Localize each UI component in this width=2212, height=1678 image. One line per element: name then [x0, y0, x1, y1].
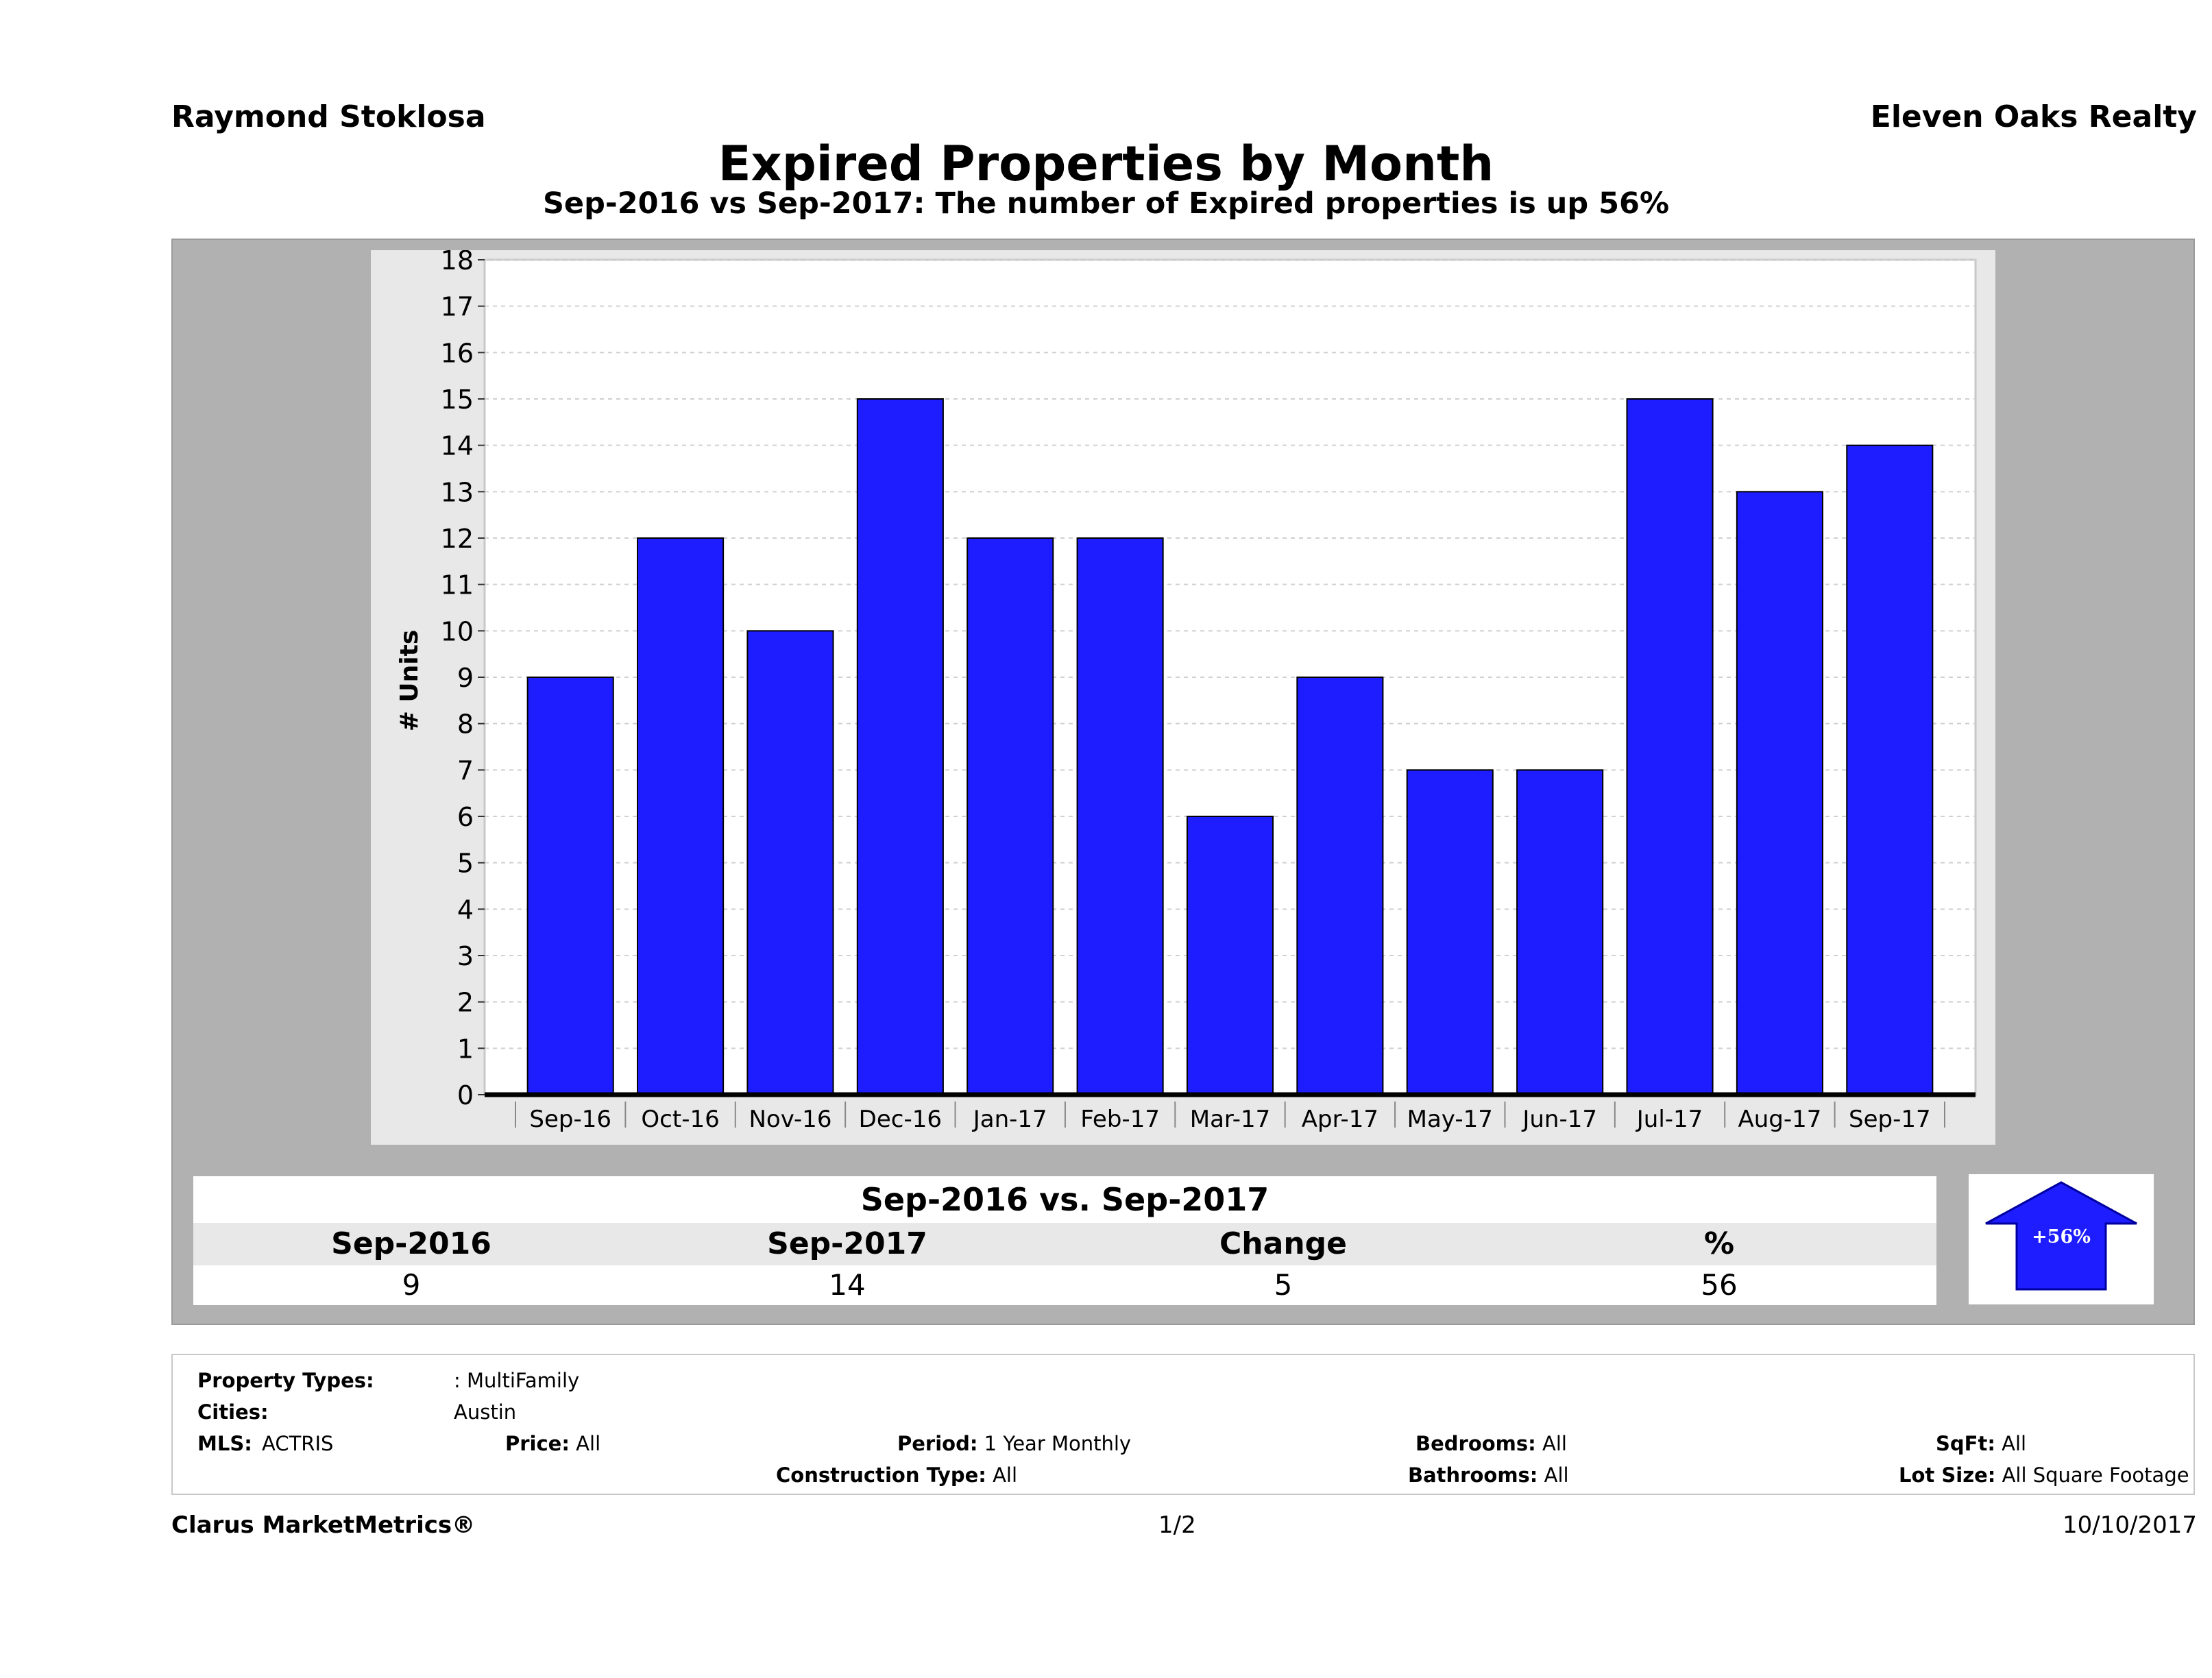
- y-tick-label: 18: [441, 250, 474, 276]
- mls-value: ACTRIS: [262, 1432, 334, 1455]
- bedrooms-label: Bedrooms:: [1415, 1432, 1536, 1455]
- bar-jan-17: [967, 537, 1054, 1095]
- property-types-label: Property Types:: [197, 1369, 374, 1392]
- price-value: All: [576, 1432, 601, 1455]
- x-tick-label: Aug-17: [1738, 1106, 1821, 1133]
- chart-subtitle: Sep-2016 vs Sep-2017: The number of Expi…: [542, 186, 1670, 221]
- y-tick-label: 16: [441, 338, 474, 368]
- header-sep-2016: Sep-2016: [331, 1226, 491, 1261]
- x-tick-label: Sep-17: [1849, 1106, 1931, 1133]
- y-tick-label: 17: [441, 292, 474, 322]
- bathrooms-value: All: [1544, 1463, 1569, 1487]
- sqft-label: SqFt:: [1936, 1432, 1995, 1455]
- bar-sep-16: [526, 677, 614, 1095]
- x-tick-label: Dec-16: [859, 1106, 942, 1133]
- y-tick-label: 8: [457, 709, 474, 740]
- value-sep-2016: 9: [402, 1268, 421, 1302]
- lotsize-value: All Square Footage: [2002, 1463, 2189, 1487]
- arrow-up-icon: +56%: [1985, 1181, 2137, 1291]
- x-tick-label: Apr-17: [1302, 1106, 1378, 1133]
- price-label: Price:: [505, 1432, 570, 1455]
- y-tick-label: 11: [441, 570, 474, 600]
- bar-may-17: [1406, 769, 1494, 1095]
- cities-label: Cities:: [197, 1400, 269, 1424]
- y-tick-label: 14: [441, 431, 474, 461]
- y-tick-label: 2: [457, 988, 474, 1018]
- y-tick-label: 12: [441, 524, 474, 554]
- bar-apr-17: [1296, 677, 1384, 1095]
- bar-mar-17: [1186, 816, 1274, 1095]
- header-percent: %: [1703, 1226, 1735, 1261]
- y-tick-label: 0: [457, 1080, 474, 1110]
- period-label: Period:: [897, 1432, 978, 1455]
- bar-sep-17: [1846, 444, 1934, 1095]
- y-tick-label: 9: [457, 663, 474, 693]
- x-tick-label: Jun-17: [1521, 1106, 1597, 1133]
- value-change: 5: [1274, 1268, 1293, 1302]
- y-tick-label: 3: [457, 941, 474, 971]
- bar-dec-16: [856, 398, 944, 1095]
- bar-jun-17: [1516, 769, 1604, 1095]
- period-value: 1 Year Monthly: [984, 1432, 1132, 1455]
- bar-nov-16: [746, 630, 834, 1095]
- y-axis-label: # Units: [396, 630, 424, 732]
- header-change: Change: [1219, 1226, 1347, 1261]
- x-tick-label: Jul-17: [1636, 1106, 1703, 1133]
- bar-oct-16: [637, 537, 725, 1095]
- chart-title: Expired Properties by Month: [718, 136, 1494, 192]
- bar-feb-17: [1076, 537, 1164, 1095]
- value-sep-2017: 14: [829, 1268, 866, 1302]
- x-tick-label: Jan-17: [972, 1106, 1047, 1133]
- header-sep-2017: Sep-2017: [767, 1226, 927, 1261]
- sqft-value: All: [2002, 1432, 2027, 1455]
- company-name: Eleven Oaks Realty: [1870, 99, 2197, 134]
- value-percent: 56: [1701, 1268, 1738, 1302]
- footer-brand: Clarus MarketMetrics®: [171, 1511, 476, 1539]
- comparison-header-row: Sep-2016 Sep-2017 Change %: [193, 1223, 1936, 1265]
- y-tick-label: 13: [441, 477, 474, 507]
- y-tick-label: 5: [457, 849, 474, 879]
- bar-aug-17: [1736, 491, 1823, 1096]
- construction-label: Construction Type:: [776, 1463, 986, 1487]
- y-tick-label: 7: [457, 755, 474, 786]
- bathrooms-label: Bathrooms:: [1408, 1463, 1538, 1487]
- x-tick-label: Nov-16: [749, 1106, 831, 1133]
- agent-name: Raymond Stoklosa: [171, 99, 486, 134]
- x-tick-label: Mar-17: [1190, 1106, 1271, 1133]
- y-tick-label: 6: [457, 802, 474, 832]
- cities-value: Austin: [454, 1400, 517, 1424]
- change-badge: +56%: [1969, 1174, 2154, 1304]
- filter-criteria: Property Types: : MultiFamily Cities: Au…: [171, 1354, 2195, 1495]
- construction-value: All: [993, 1463, 1018, 1487]
- comparison-title: Sep-2016 vs. Sep-2017: [193, 1176, 1936, 1223]
- y-tick-label: 15: [441, 385, 474, 415]
- x-tick-label: Feb-17: [1080, 1106, 1160, 1133]
- x-tick-label: Sep-16: [529, 1106, 611, 1133]
- lotsize-label: Lot Size:: [1899, 1463, 1996, 1487]
- footer-page-number: 1/2: [1158, 1511, 1196, 1539]
- bar-jul-17: [1626, 398, 1714, 1095]
- comparison-value-row: 9 14 5 56: [193, 1265, 1936, 1305]
- y-tick-label: 4: [457, 895, 474, 925]
- comparison-table: Sep-2016 vs. Sep-2017 Sep-2016 Sep-2017 …: [193, 1176, 1936, 1308]
- y-tick-label: 10: [441, 616, 474, 646]
- mls-label: MLS:: [197, 1432, 252, 1455]
- property-types-value: : MultiFamily: [454, 1369, 580, 1392]
- y-tick-label: 1: [457, 1034, 474, 1064]
- x-tick-label: May-17: [1407, 1106, 1493, 1133]
- badge-label: +56%: [2032, 1226, 2091, 1248]
- x-tick-label: Oct-16: [641, 1106, 719, 1133]
- bedrooms-value: All: [1542, 1432, 1567, 1455]
- footer-date: 10/10/2017: [2063, 1511, 2197, 1539]
